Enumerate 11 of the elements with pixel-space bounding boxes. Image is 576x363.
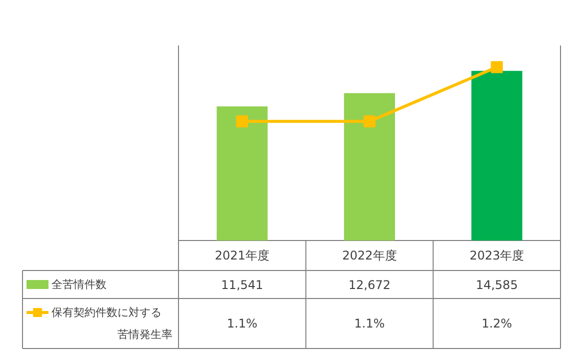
x-tick-label: 2022年度 (342, 248, 397, 262)
data-label: 14,585 (476, 278, 518, 292)
legend-label: 保有契約件数に対する苦情発生率 (52, 306, 172, 341)
legend-label: 全苦情件数 (52, 278, 106, 291)
x-tick-label: 2023年度 (470, 248, 524, 262)
data-label: 1.1% (226, 316, 258, 330)
data-label: 11,541 (221, 278, 264, 292)
data-label: 1.2% (482, 316, 512, 330)
data-label: 1.1% (354, 316, 385, 330)
data-label: 12,672 (348, 278, 391, 292)
x-tick-label: 2021年度 (214, 248, 270, 262)
